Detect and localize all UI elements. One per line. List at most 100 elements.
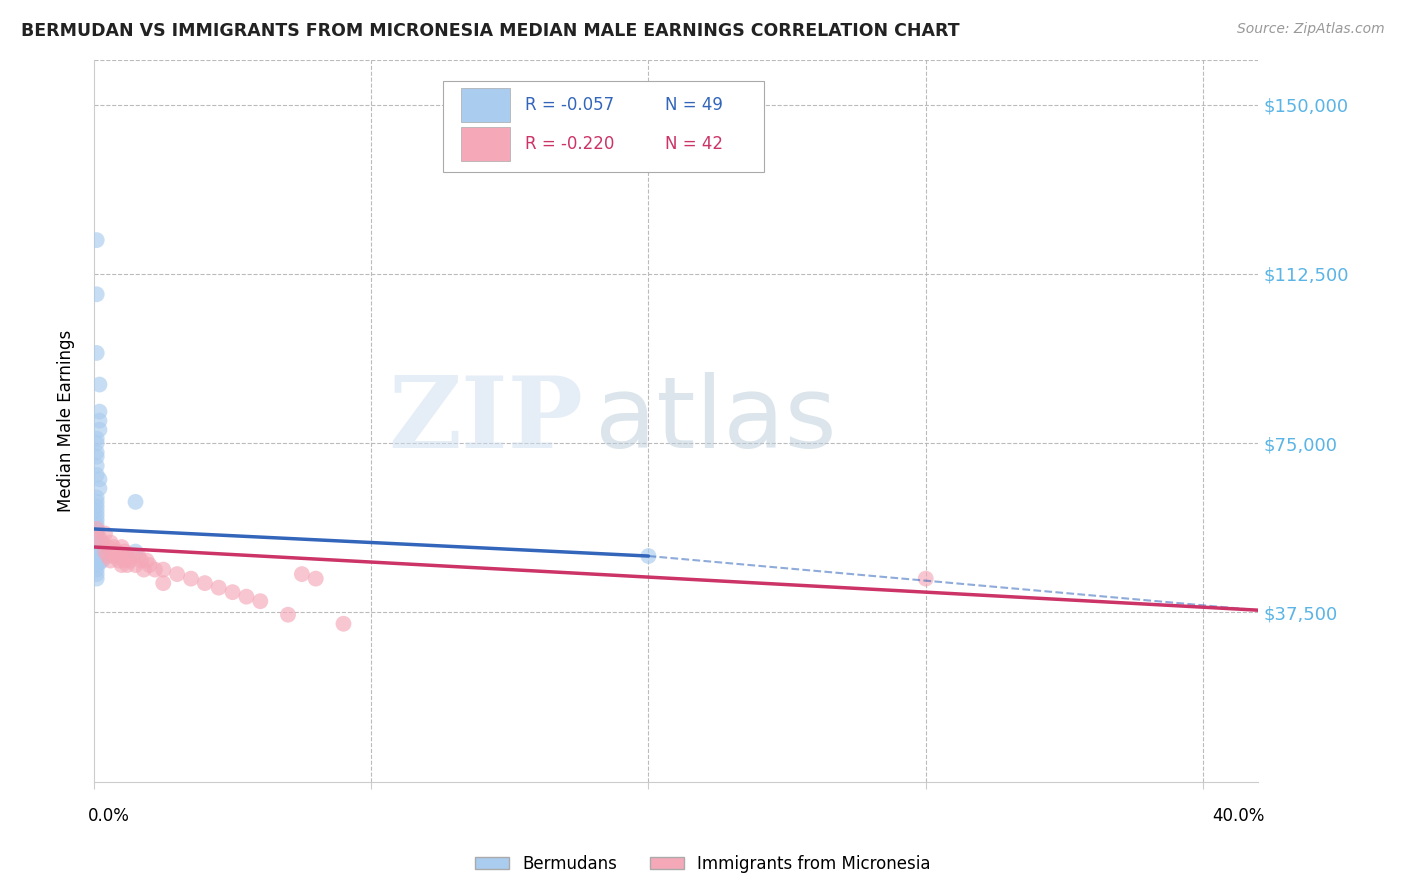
Point: [86, 531, 108, 545]
Point: [637, 549, 659, 563]
Point: [89, 414, 111, 428]
Point: [86, 524, 108, 539]
Point: [86, 508, 108, 523]
Point: [89, 531, 111, 545]
Point: [86, 517, 108, 532]
Point: [103, 549, 125, 563]
Point: [221, 585, 243, 599]
Point: [86, 467, 108, 482]
Point: [86, 432, 108, 446]
Point: [86, 346, 108, 360]
Point: [135, 553, 157, 567]
Point: [86, 572, 108, 586]
Point: [914, 572, 936, 586]
Point: [100, 535, 122, 549]
Point: [89, 556, 111, 570]
Text: N = 42: N = 42: [665, 135, 723, 153]
Text: atlas: atlas: [595, 372, 837, 469]
Point: [89, 404, 111, 418]
Legend: Bermudans, Immigrants from Micronesia: Bermudans, Immigrants from Micronesia: [468, 848, 938, 880]
Point: [89, 472, 111, 486]
Point: [305, 572, 328, 586]
Point: [121, 549, 143, 563]
Point: [112, 553, 135, 567]
Text: N = 49: N = 49: [665, 96, 723, 114]
Point: [86, 563, 108, 577]
Text: R = -0.057: R = -0.057: [524, 96, 614, 114]
Point: [103, 540, 125, 554]
Point: [89, 423, 111, 437]
Point: [111, 558, 134, 572]
Point: [97, 549, 120, 563]
Point: [94, 526, 117, 541]
Point: [180, 572, 202, 586]
Point: [166, 567, 188, 582]
Point: [152, 563, 174, 577]
Point: [86, 549, 108, 563]
Text: 0.0%: 0.0%: [89, 807, 129, 825]
Point: [235, 590, 257, 604]
Point: [86, 535, 108, 549]
Point: [91, 553, 114, 567]
Point: [138, 558, 160, 572]
Point: [94, 544, 117, 558]
Point: [86, 558, 108, 572]
Point: [129, 553, 152, 567]
Point: [86, 529, 108, 543]
Point: [112, 544, 135, 558]
Point: [86, 533, 108, 548]
Point: [86, 491, 108, 505]
Point: [86, 544, 108, 558]
Point: [86, 450, 108, 464]
Point: [277, 607, 299, 622]
Point: [86, 542, 108, 557]
Point: [194, 576, 217, 591]
Point: [97, 540, 120, 554]
Point: [91, 549, 114, 563]
Text: BERMUDAN VS IMMIGRANTS FROM MICRONESIA MEDIAN MALE EARNINGS CORRELATION CHART: BERMUDAN VS IMMIGRANTS FROM MICRONESIA M…: [21, 22, 960, 40]
Point: [86, 504, 108, 518]
Point: [100, 553, 122, 567]
Point: [86, 436, 108, 450]
Point: [86, 233, 108, 247]
Point: [105, 544, 128, 558]
Point: [86, 526, 108, 541]
Point: [118, 553, 141, 567]
Point: [91, 535, 114, 549]
Point: [89, 377, 111, 392]
Point: [86, 500, 108, 514]
Point: [108, 553, 131, 567]
Point: [86, 553, 108, 567]
Text: R = -0.220: R = -0.220: [524, 135, 614, 153]
FancyBboxPatch shape: [443, 81, 763, 171]
Point: [291, 567, 314, 582]
Point: [132, 563, 155, 577]
Point: [152, 576, 174, 591]
Point: [115, 558, 138, 572]
Text: 40.0%: 40.0%: [1212, 807, 1264, 825]
Point: [86, 567, 108, 582]
Point: [86, 522, 108, 536]
Point: [208, 581, 231, 595]
Point: [91, 544, 114, 558]
Point: [86, 495, 108, 509]
Point: [124, 544, 146, 558]
Text: ZIP: ZIP: [388, 372, 583, 469]
Point: [115, 549, 138, 563]
Point: [249, 594, 271, 608]
Point: [86, 538, 108, 552]
Point: [86, 522, 108, 536]
Point: [143, 563, 166, 577]
Text: Source: ZipAtlas.com: Source: ZipAtlas.com: [1237, 22, 1385, 37]
Point: [111, 540, 134, 554]
FancyBboxPatch shape: [461, 88, 509, 121]
Point: [86, 445, 108, 459]
Point: [127, 549, 149, 563]
Point: [86, 547, 108, 561]
Point: [86, 458, 108, 473]
Point: [124, 558, 146, 572]
Point: [332, 616, 354, 631]
Point: [86, 540, 108, 554]
FancyBboxPatch shape: [461, 128, 509, 161]
Point: [91, 540, 114, 554]
